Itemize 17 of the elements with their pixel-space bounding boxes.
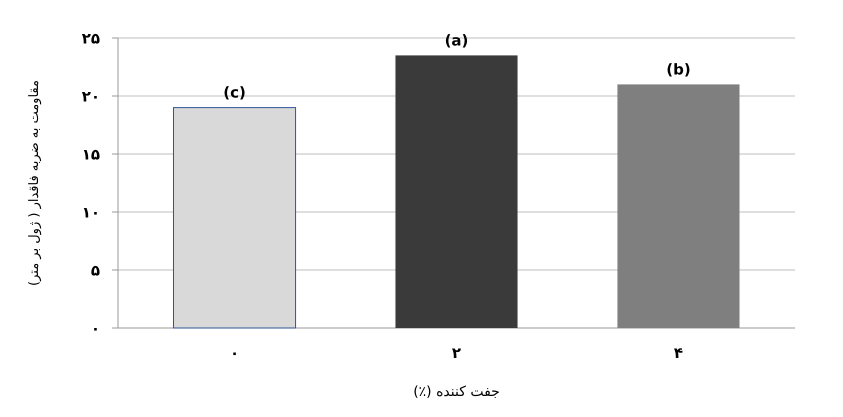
y-axis-title: مقاومت به ضربه فاقدار ( ژول بر متر) bbox=[27, 80, 42, 286]
annotation: (a) bbox=[444, 31, 468, 50]
y-tick-label: ۲۰ bbox=[82, 87, 100, 106]
y-tick-label: ۱۵ bbox=[82, 145, 100, 164]
x-axis-title: جفت کننده (٪) bbox=[413, 384, 500, 400]
y-tick-label: ۲۵ bbox=[82, 29, 100, 48]
bar bbox=[617, 84, 740, 328]
bar bbox=[172, 107, 296, 328]
x-tick-label: ۴ bbox=[674, 344, 684, 362]
y-tick-label: ۰ bbox=[90, 319, 100, 338]
x-tick-label: ۰ bbox=[230, 344, 240, 362]
annotation: (b) bbox=[666, 60, 691, 78]
x-tick-label: ۲ bbox=[452, 344, 462, 362]
y-tick-label: ۱۰ bbox=[82, 203, 100, 222]
bar bbox=[395, 55, 518, 328]
annotation: (c) bbox=[223, 84, 246, 102]
y-tick-label: ۵ bbox=[90, 261, 100, 280]
